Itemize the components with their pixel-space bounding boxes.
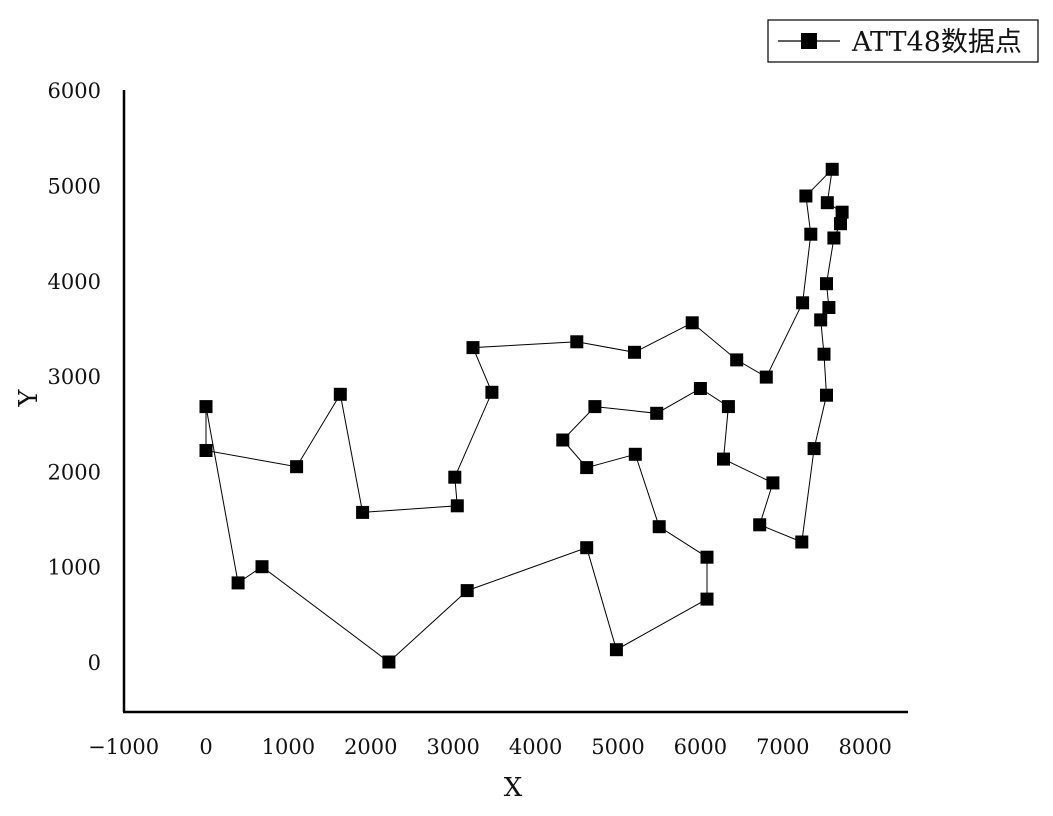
y-tick-label: 4000 bbox=[48, 270, 101, 294]
data-point-marker bbox=[580, 461, 594, 475]
data-point-marker bbox=[556, 433, 570, 447]
data-point-marker bbox=[650, 406, 664, 420]
data-point-marker bbox=[730, 353, 744, 367]
data-point-marker bbox=[721, 400, 735, 414]
data-point-marker bbox=[807, 442, 821, 456]
data-point-marker bbox=[700, 550, 714, 564]
data-point-marker bbox=[628, 345, 641, 359]
data-point-marker bbox=[450, 499, 464, 513]
x-tick-label: 5000 bbox=[591, 735, 644, 759]
data-point-marker bbox=[834, 217, 847, 231]
data-point-marker bbox=[820, 388, 833, 402]
y-tick-label: 5000 bbox=[48, 175, 101, 199]
data-point-marker bbox=[822, 301, 836, 314]
data-point-marker bbox=[827, 231, 841, 245]
legend-marker-square bbox=[801, 33, 817, 49]
data-point-marker bbox=[466, 341, 480, 355]
data-point-marker bbox=[817, 347, 831, 361]
series-route-line bbox=[205, 167, 843, 663]
legend: ATT48数据点 bbox=[767, 19, 1039, 63]
data-point-marker bbox=[382, 655, 396, 669]
data-point-marker bbox=[255, 560, 269, 574]
x-axis-title: X bbox=[504, 773, 523, 803]
data-point-marker bbox=[753, 518, 767, 532]
y-tick-label: 0 bbox=[88, 651, 101, 675]
y-tick-label: 6000 bbox=[48, 79, 101, 103]
series-markers bbox=[199, 162, 849, 669]
data-point-marker bbox=[795, 535, 809, 549]
data-point-marker bbox=[825, 162, 839, 176]
data-point-marker bbox=[759, 370, 773, 384]
axes bbox=[122, 90, 908, 714]
y-tick-label: 3000 bbox=[48, 365, 101, 389]
y-tick-labels: 0 1000 2000 3000 4000 5000 6000 bbox=[48, 79, 101, 675]
data-point-marker bbox=[820, 196, 834, 210]
data-point-marker bbox=[356, 505, 370, 519]
data-point-marker bbox=[460, 584, 474, 598]
data-point-marker bbox=[588, 400, 602, 414]
data-point-marker bbox=[799, 189, 813, 203]
legend-label: ATT48数据点 bbox=[851, 27, 1022, 58]
data-point-marker bbox=[652, 520, 666, 534]
x-tick-label: 1000 bbox=[262, 735, 315, 759]
data-point-marker bbox=[835, 205, 849, 219]
data-point-marker bbox=[231, 576, 245, 590]
data-point-marker bbox=[333, 387, 347, 401]
data-point-marker bbox=[814, 313, 828, 327]
x-tick-label: 8000 bbox=[838, 735, 891, 759]
x-tick-label: −1000 bbox=[88, 735, 159, 759]
x-tick-label: 0 bbox=[199, 735, 212, 759]
data-point-marker bbox=[609, 643, 623, 657]
data-point-marker bbox=[804, 227, 818, 241]
data-point-marker bbox=[448, 470, 462, 484]
data-point-marker bbox=[199, 444, 213, 457]
x-tick-label: 6000 bbox=[674, 735, 727, 759]
x-tick-label: 3000 bbox=[426, 735, 479, 759]
x-tick-label: 4000 bbox=[509, 735, 562, 759]
data-point-marker bbox=[700, 592, 714, 606]
y-tick-label: 1000 bbox=[48, 556, 101, 580]
data-point-marker bbox=[717, 452, 730, 466]
y-axis-title: Y bbox=[14, 389, 44, 408]
data-point-marker bbox=[580, 541, 594, 555]
data-point-marker bbox=[766, 476, 780, 490]
data-point-marker bbox=[820, 277, 833, 291]
x-tick-label: 2000 bbox=[344, 735, 397, 759]
data-point-marker bbox=[199, 400, 213, 414]
y-tick-label: 2000 bbox=[48, 460, 101, 484]
series-path bbox=[205, 167, 843, 663]
x-tick-labels: −1000 0 1000 2000 3000 4000 5000 6000 7000 8000 bbox=[88, 735, 892, 759]
data-point-marker bbox=[685, 316, 699, 330]
data-point-marker bbox=[570, 335, 584, 349]
data-point-marker bbox=[693, 382, 707, 395]
data-point-marker bbox=[796, 296, 810, 310]
data-point-marker bbox=[290, 460, 304, 474]
data-point-marker bbox=[628, 447, 642, 461]
data-point-marker bbox=[485, 385, 499, 399]
x-tick-label: 7000 bbox=[756, 735, 809, 759]
